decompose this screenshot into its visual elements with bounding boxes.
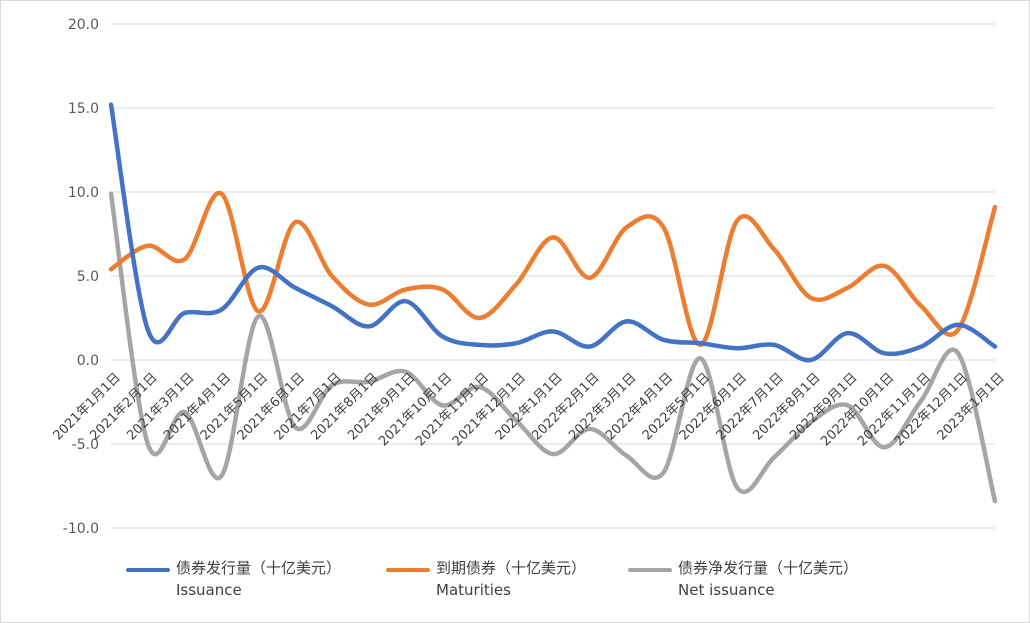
- y-tick-label: 5.0: [77, 269, 99, 285]
- legend-swatch-issuance: [126, 568, 170, 572]
- legend-label-net-issuance: 债券净发行量（十亿美元）: [678, 559, 859, 577]
- gridlines: [111, 23, 995, 529]
- series-line-issuance: [108, 102, 998, 363]
- y-tick-label: 20.0: [68, 17, 99, 33]
- legend: 债券发行量（十亿美元） Issuance 到期债券（十亿美元） Maturiti…: [126, 556, 1006, 606]
- legend-sublabel-net-issuance: Net issuance: [678, 581, 775, 599]
- y-tick-label: 0.0: [77, 353, 99, 369]
- x-tick-label: 2023年1月1日: [935, 370, 1008, 443]
- legend-sublabel-issuance: Issuance: [176, 581, 242, 599]
- legend-label-maturities: 到期债券（十亿美元）: [436, 559, 587, 577]
- y-axis: 20.0 15.0 10.0 5.0 0.0 -5.0 -10.0: [63, 17, 99, 537]
- legend-label-issuance: 债券发行量（十亿美元）: [176, 559, 342, 577]
- legend-swatch-net-issuance: [628, 568, 672, 572]
- y-tick-label: -5.0: [72, 437, 99, 453]
- y-tick-label: 10.0: [68, 185, 99, 201]
- legend-swatch-maturities: [386, 568, 430, 572]
- legend-sublabel-maturities: Maturities: [436, 581, 511, 599]
- series-line-maturities: [108, 190, 998, 348]
- y-tick-label: -10.0: [63, 521, 99, 537]
- series-lines: [108, 102, 998, 504]
- series-line-net-issuance: [108, 191, 998, 504]
- y-tick-label: 15.0: [68, 101, 99, 117]
